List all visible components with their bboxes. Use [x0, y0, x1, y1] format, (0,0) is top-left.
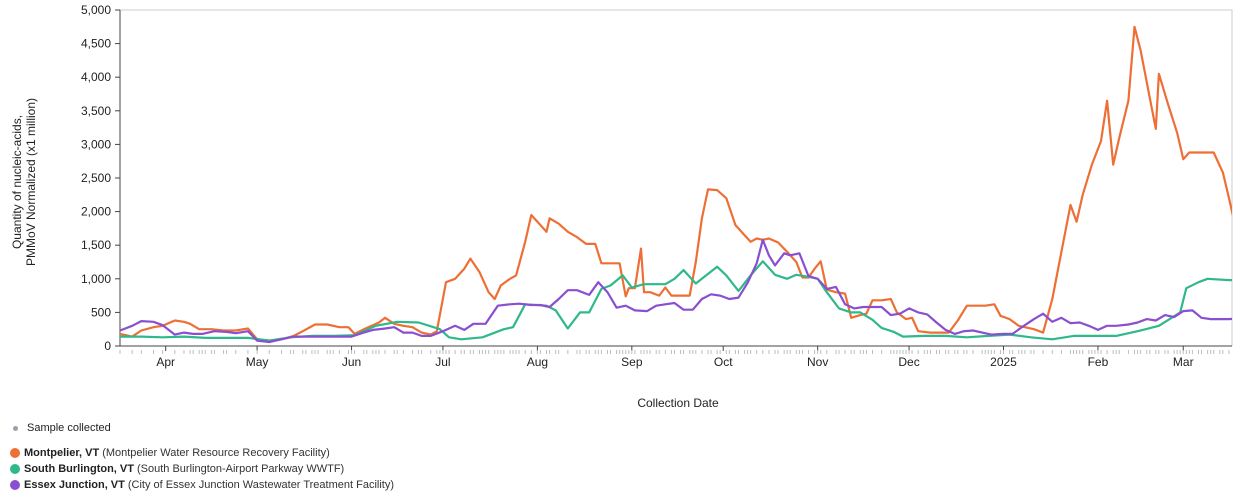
y-tick-label: 500 [91, 305, 111, 319]
montpelier-series-line[interactable] [120, 25, 1233, 342]
series-swatch-icon [10, 480, 20, 490]
series-lines [120, 25, 1233, 344]
y-tick-label: 2,000 [81, 205, 111, 219]
legend-item-essex-junction[interactable]: Essex Junction, VT (City of Essex Juncti… [10, 477, 394, 493]
x-tick-label: Jul [435, 355, 450, 369]
y-tick-label: 1,000 [81, 272, 111, 286]
legend-label-sample-collected: Sample collected [27, 422, 111, 434]
y-tick-label: 0 [104, 339, 111, 353]
x-tick-label: Jun [342, 355, 361, 369]
legend-facility: (South Burlington-Airport Parkway WWTF) [136, 463, 345, 475]
x-tick-label: Apr [156, 355, 175, 369]
legend: Sample collected Montpelier, VT (Montpel… [10, 420, 394, 493]
y-tick-label: 4,500 [81, 37, 111, 51]
y-tick-label: 5,000 [81, 3, 111, 17]
y-tick-label: 1,500 [81, 238, 111, 252]
y-tick-label: 3,500 [81, 104, 111, 118]
series-swatch-icon [10, 448, 20, 458]
legend-facility: (City of Essex Junction Wastewater Treat… [127, 479, 394, 491]
y-axis-title: Quantity of nucleic-acids, PMMoV Normali… [10, 98, 38, 266]
x-tick-label: Feb [1088, 355, 1109, 369]
x-tick-label: Nov [807, 355, 828, 369]
legend-location: Essex Junction, VT [24, 479, 125, 491]
essex-junction-series-line[interactable] [120, 238, 1233, 344]
y-axis-title-line-2: PMMoV Normalized (x1 million) [24, 98, 38, 266]
series-swatch-icon [10, 464, 20, 474]
x-tick-label: May [246, 355, 269, 369]
y-axis: 0 500 1,000 1,500 2,000 2,500 3,000 3,500 4,000 4… [81, 3, 1233, 353]
x-axis: Apr May Jun Jul Aug Sep Oct Nov Dec 2025 Feb Mar [119, 345, 1232, 369]
south-burlington-series-line[interactable] [120, 260, 1233, 342]
legend-item-sample-collected: Sample collected [10, 420, 394, 436]
line-chart: Quantity of nucleic-acids, PMMoV Normali… [10, 3, 1233, 410]
legend-item-montpelier[interactable]: Montpelier, VT (Montpelier Water Resourc… [10, 445, 394, 461]
legend-location: Montpelier, VT [24, 447, 100, 459]
x-tick-label: Dec [898, 355, 919, 369]
y-tick-label: 3,000 [81, 137, 111, 151]
plot-frame [120, 9, 1233, 346]
x-tick-label: Sep [621, 355, 643, 369]
legend-location: South Burlington, VT [24, 463, 134, 475]
y-axis-title-line-1: Quantity of nucleic-acids, [10, 115, 24, 249]
y-tick-label: 4,000 [81, 70, 111, 84]
legend-item-south-burlington[interactable]: South Burlington, VT (South Burlington-A… [10, 461, 394, 477]
sample-marker-icon [13, 425, 18, 431]
x-tick-label: 2025 [990, 355, 1017, 369]
x-tick-label: Mar [1173, 355, 1194, 369]
legend-facility: (Montpelier Water Resource Recovery Faci… [102, 447, 330, 459]
x-axis-title: Collection Date [637, 396, 719, 410]
x-tick-label: Aug [527, 355, 548, 369]
y-tick-label: 2,500 [81, 171, 111, 185]
x-tick-label: Oct [714, 355, 733, 369]
